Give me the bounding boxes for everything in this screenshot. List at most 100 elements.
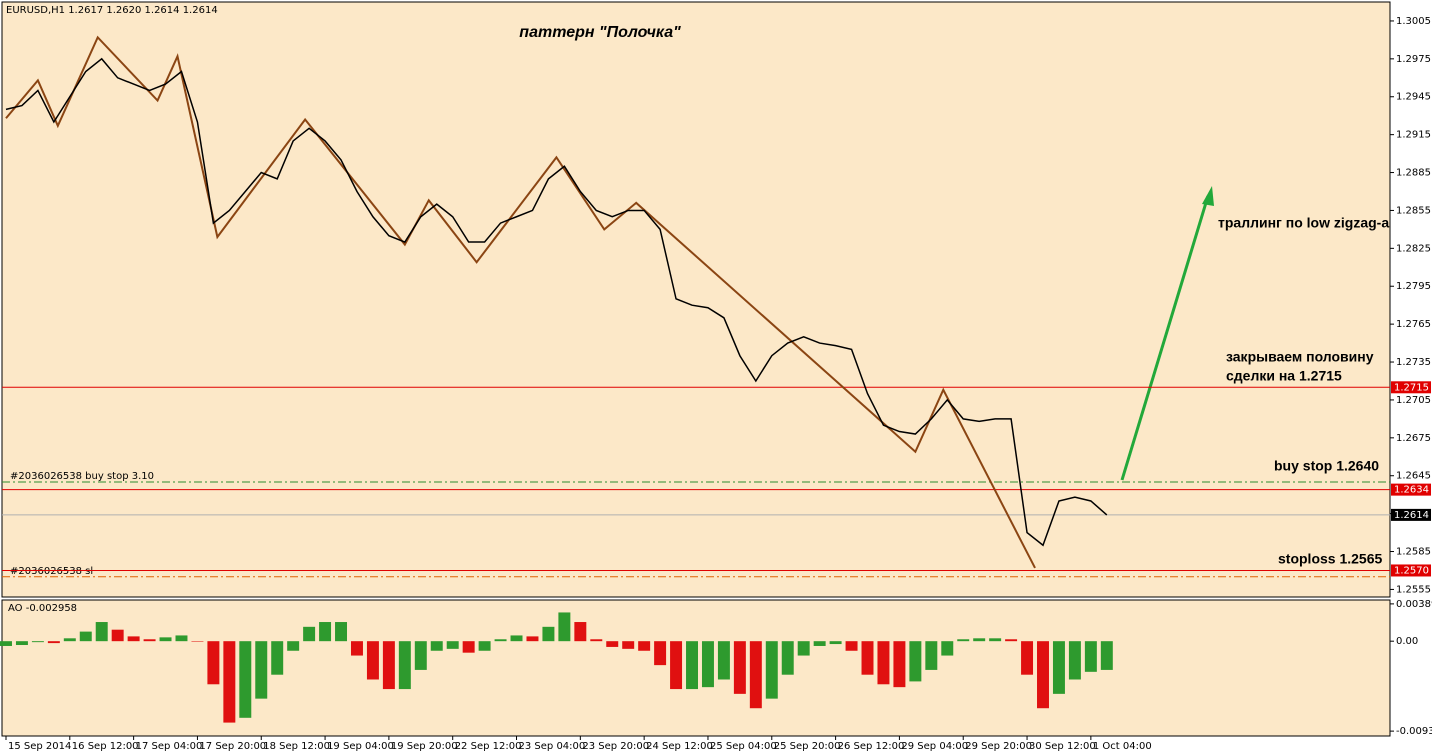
ao-bar — [223, 641, 236, 723]
ao-bar — [526, 636, 539, 642]
y-tick-label: 1.3005 — [1396, 16, 1431, 27]
ao-bar — [765, 641, 778, 699]
ao-bar — [15, 641, 28, 646]
ao-bar — [733, 641, 746, 694]
ao-bar — [1021, 641, 1034, 675]
ao-bar — [925, 641, 938, 670]
x-tick-label: 24 Sep 12:00 — [646, 741, 713, 752]
annotation: stoploss 1.2565 — [1278, 551, 1382, 567]
ao-bar — [287, 641, 300, 651]
ao-bar — [1052, 641, 1065, 694]
ao-bar — [829, 641, 842, 645]
ao-bar — [207, 641, 220, 685]
ao-bar — [0, 641, 12, 646]
ao-bar — [510, 635, 523, 642]
y-tick-label: 1.2885 — [1396, 168, 1431, 179]
ao-bar — [861, 641, 874, 675]
ao-bar — [701, 641, 714, 688]
price-box — [1391, 564, 1431, 577]
zigzag — [5, 35, 1036, 569]
ao-bar — [462, 641, 475, 653]
x-tick-label: 30 Sep 12:00 — [1029, 741, 1096, 752]
price-panel — [1, 1, 1391, 598]
order-label: #2036026538 buy stop 3.10 — [10, 471, 154, 482]
chart-header: EURUSD,H1 1.2617 1.2620 1.2614 1.2614 — [6, 5, 218, 16]
annotation: траллинг по low zigzag-a — [1218, 215, 1389, 231]
x-tick-label: 15 Sep 2014 — [8, 741, 71, 752]
ao-bar — [813, 641, 826, 646]
y-tick-label: 1.2795 — [1396, 281, 1431, 292]
x-tick-label: 23 Sep 20:00 — [582, 741, 649, 752]
ao-bar — [686, 641, 698, 690]
ao-bar — [111, 629, 124, 642]
x-tick-label: 25 Sep 20:00 — [774, 741, 841, 752]
price-label: 1.2715 — [1394, 382, 1429, 393]
price-label: 1.2614 — [1394, 510, 1429, 521]
price-label: 1.2634 — [1394, 485, 1429, 496]
x-tick-label: 18 Sep 12:00 — [263, 741, 330, 752]
y-tick-label: 1.2945 — [1396, 92, 1431, 103]
ao-bar — [1068, 641, 1081, 680]
ao-bar — [95, 622, 108, 642]
order-label: #2036026538 sl — [10, 566, 93, 577]
ao-header: AO -0.002958 — [8, 603, 77, 614]
x-tick-label: 1 Oct 04:00 — [1093, 741, 1152, 752]
ao-bar — [494, 639, 507, 642]
y-tick-label: 1.2585 — [1396, 547, 1431, 558]
y-tick-label: 0.003894 — [1396, 599, 1432, 610]
ao-bar — [191, 641, 204, 642]
ao-bar — [717, 641, 730, 680]
annotation: buy stop 1.2640 — [1274, 458, 1379, 474]
ao-bar — [478, 641, 491, 651]
x-tick-label: 17 Sep 04:00 — [136, 741, 203, 752]
ao-bar — [366, 641, 379, 680]
annotation: сделки на 1.2715 — [1226, 368, 1342, 384]
ao-bar — [749, 641, 762, 709]
ao-bar — [941, 641, 954, 656]
x-tick-label: 25 Sep 04:00 — [710, 741, 777, 752]
ao-bar — [622, 641, 635, 649]
ao-bar — [398, 641, 411, 690]
ao-bar — [271, 641, 284, 675]
x-tick-label: 29 Sep 20:00 — [965, 741, 1032, 752]
ao-bar — [175, 635, 188, 642]
x-tick-label: 17 Sep 20:00 — [199, 741, 266, 752]
x-tick-label: 29 Sep 04:00 — [901, 741, 968, 752]
x-tick-label: 23 Sep 04:00 — [519, 741, 586, 752]
annotation: закрываем половину — [1226, 349, 1374, 365]
ao-bar — [79, 631, 92, 642]
ao-bar — [1005, 639, 1018, 642]
y-tick-label: 1.2645 — [1396, 471, 1431, 482]
x-tick-label: 22 Sep 12:00 — [455, 741, 522, 752]
y-tick-label: 1.2705 — [1396, 395, 1431, 406]
ao-bar — [973, 638, 986, 642]
ao-bar — [63, 638, 76, 642]
ao-bar — [574, 622, 587, 642]
y-tick-label: -0.00939 — [1396, 726, 1432, 737]
ao-bar — [255, 641, 268, 699]
y-tick-label: 1.2975 — [1396, 54, 1431, 65]
price-line — [5, 57, 1108, 547]
chart-title: паттерн "Полочка" — [519, 24, 681, 41]
y-tick-label: 1.2825 — [1396, 243, 1431, 254]
ao-bar — [670, 641, 683, 690]
y-tick-label: 0.00 — [1396, 636, 1418, 647]
y-tick-label: 1.2675 — [1396, 433, 1431, 444]
price-box — [1391, 508, 1431, 521]
ao-bar — [47, 641, 60, 644]
price-box — [1391, 381, 1431, 394]
ao-bar — [1100, 641, 1113, 670]
price-box — [1391, 483, 1431, 496]
x-tick-label: 19 Sep 04:00 — [327, 741, 394, 752]
ao-bar — [430, 641, 443, 651]
ao-bar — [797, 641, 810, 656]
x-tick-label: 26 Sep 12:00 — [838, 741, 905, 752]
y-tick-label: 1.2765 — [1396, 319, 1431, 330]
ao-bar — [335, 622, 348, 642]
ao-bar — [1084, 641, 1097, 672]
ao-bar — [781, 641, 794, 675]
y-tick-label: 1.2855 — [1396, 205, 1431, 216]
ao-bar — [446, 641, 459, 649]
